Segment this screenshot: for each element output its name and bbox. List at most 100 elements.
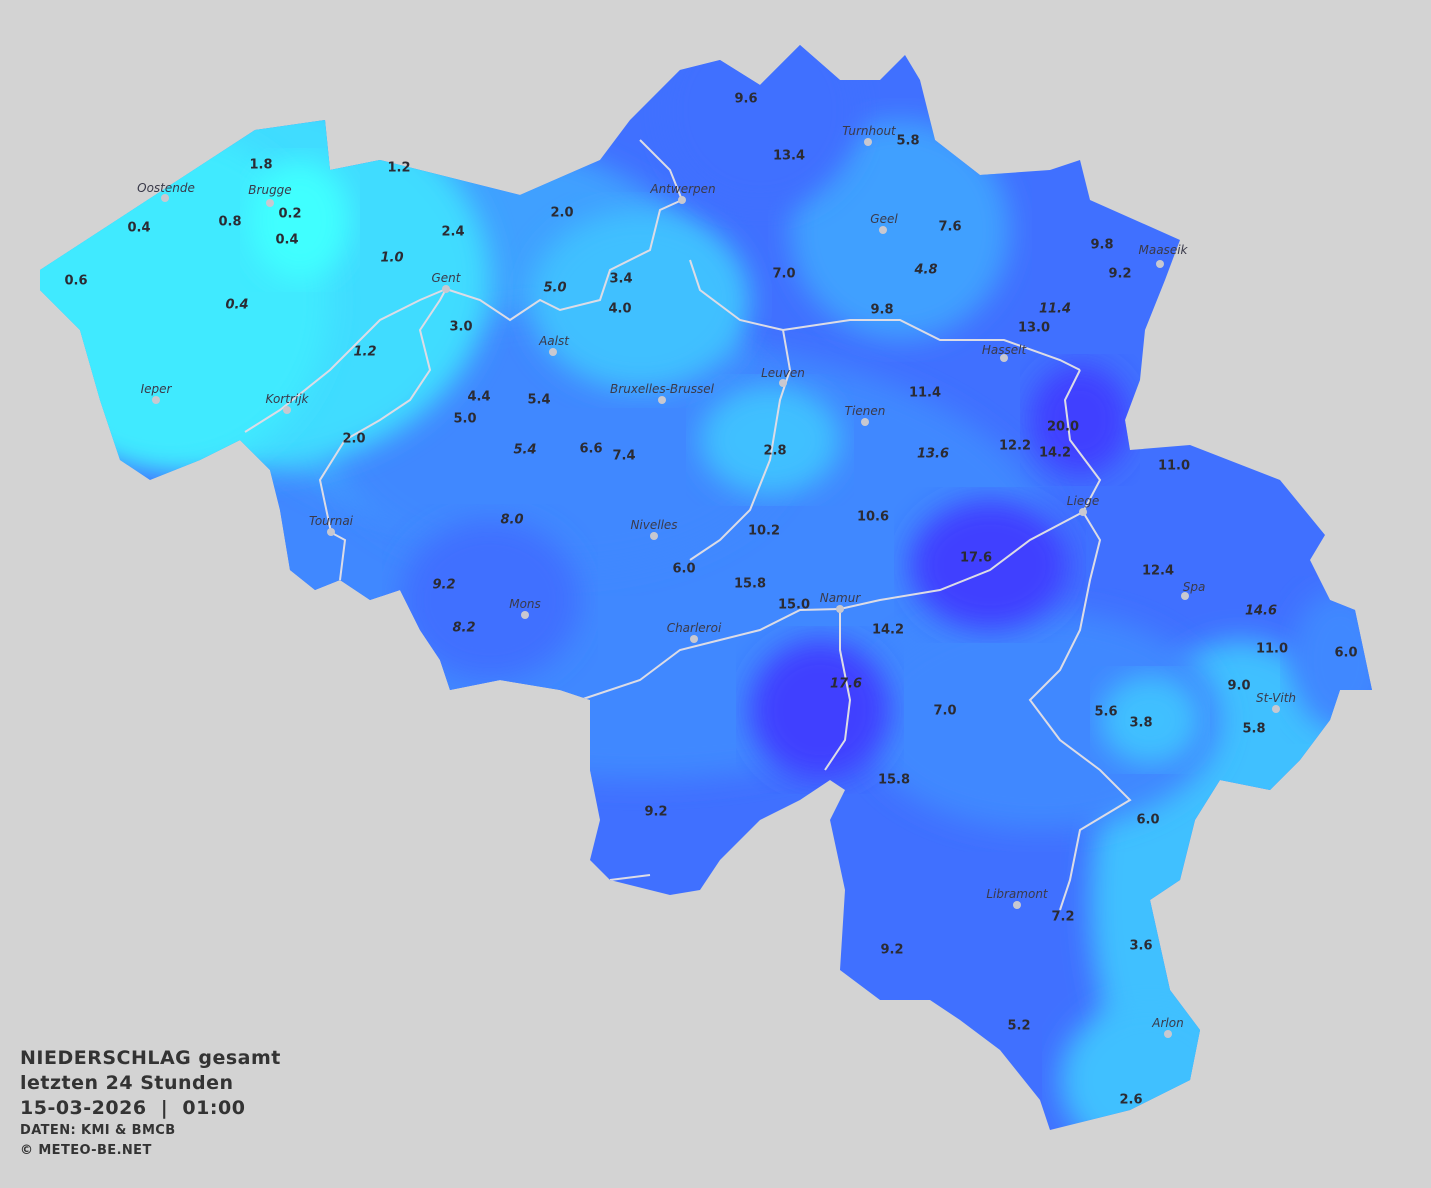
- title-line-2: letzten 24 Stunden: [20, 1072, 234, 1094]
- title-line-1: NIEDERSCHLAG gesamt: [20, 1047, 281, 1069]
- precip-value-label: 5.4: [527, 393, 550, 408]
- datetime: 15-03-2026 | 01:00: [20, 1097, 246, 1119]
- city-label: Geel: [870, 212, 898, 226]
- city-label: Mons: [509, 597, 541, 611]
- city-label: Arlon: [1151, 1016, 1183, 1030]
- precip-value-label: 9.0: [1227, 679, 1250, 694]
- city-label: Aalst: [538, 334, 570, 348]
- precip-value-label: 5.0: [543, 281, 566, 296]
- city-label: Maaseik: [1139, 243, 1189, 257]
- city-dot: [864, 138, 872, 146]
- precip-zone: [790, 120, 1010, 340]
- city-dot: [152, 396, 160, 404]
- city-dot: [658, 396, 666, 404]
- precip-value-label: 2.6: [1119, 1093, 1142, 1108]
- precip-value-label: 9.6: [734, 92, 757, 107]
- city-dot: [690, 635, 698, 643]
- precip-zone: [660, 45, 860, 210]
- river-line: [579, 369, 1102, 701]
- precip-value-label: 6.0: [672, 562, 695, 577]
- city-label: Brugge: [248, 183, 291, 197]
- city-dot: [1156, 260, 1164, 268]
- city-dot: [283, 406, 291, 414]
- city-dot: [1079, 508, 1087, 516]
- city-dot: [650, 532, 658, 540]
- precip-value-label: 9.2: [644, 805, 667, 820]
- precip-value-label: 10.6: [857, 510, 889, 525]
- precip-value-label: 7.0: [772, 267, 795, 282]
- city-label: Bruxelles-Brussel: [610, 382, 715, 396]
- precip-value-label: 0.4: [275, 233, 298, 248]
- precip-value-label: 5.0: [453, 412, 476, 427]
- city-label: Nivelles: [630, 518, 677, 532]
- precip-value-label: 2.0: [342, 432, 365, 447]
- city-label: Liege: [1067, 494, 1099, 508]
- city-label: Tienen: [845, 404, 886, 418]
- city-label: Turnhout: [842, 124, 897, 138]
- precip-value-label: 7.0: [933, 704, 956, 719]
- city-label: Ieper: [141, 382, 173, 396]
- precip-zone: [1100, 675, 1200, 765]
- city-label: Namur: [820, 591, 862, 605]
- precip-zone: [400, 520, 580, 680]
- precip-value-label: 5.2: [1007, 1019, 1030, 1034]
- precip-value-label: 13.4: [773, 149, 805, 164]
- precip-value-label: 14.2: [872, 623, 904, 638]
- precip-value-label: 2.0: [550, 206, 573, 221]
- precip-value-label: 5.8: [896, 134, 919, 149]
- city-dot: [1181, 592, 1189, 600]
- precip-zone: [910, 500, 1070, 630]
- city-dot: [266, 199, 274, 207]
- precip-value-label: 11.4: [1039, 302, 1071, 317]
- city-dot: [1000, 354, 1008, 362]
- city-label: Spa: [1183, 580, 1206, 594]
- precip-zone: [860, 610, 1220, 830]
- precip-zone: [750, 640, 890, 780]
- precip-value-label: 10.2: [748, 524, 780, 539]
- city-label: Charleroi: [667, 621, 722, 635]
- precip-value-label: 0.8: [218, 215, 241, 230]
- city-dot: [521, 611, 529, 619]
- precip-value-label: 0.4: [127, 221, 150, 236]
- data-source: DATEN: KMI & BMCB: [20, 1123, 176, 1138]
- precip-value-label: 17.6: [830, 677, 862, 692]
- precip-value-label: 7.2: [1051, 910, 1074, 925]
- precip-value-label: 1.2: [353, 345, 376, 360]
- precip-value-label: 2.8: [763, 444, 786, 459]
- precip-value-label: 11.4: [909, 386, 941, 401]
- city-label: Kortrijk: [266, 392, 310, 406]
- river-line: [244, 286, 449, 533]
- precip-value-label: 20.0: [1047, 420, 1079, 435]
- rivers: [244, 139, 1132, 911]
- precip-value-label: 6.6: [579, 442, 602, 457]
- precip-value-label: 8.0: [500, 513, 523, 528]
- precip-zone: [1030, 365, 1130, 475]
- city-label: Gent: [432, 271, 462, 285]
- precip-zone: [530, 210, 750, 390]
- city-dot: [1013, 901, 1021, 909]
- precip-value-label: 15.8: [878, 773, 910, 788]
- precip-value-label: 6.0: [1136, 813, 1159, 828]
- precipitation-zones: [40, 45, 1372, 1130]
- precip-value-label: 4.8: [913, 263, 937, 278]
- precip-value-label: 5.6: [1094, 705, 1117, 720]
- city-dot: [161, 194, 169, 202]
- city-label: Antwerpen: [649, 182, 715, 196]
- precip-value-label: 5.8: [1242, 722, 1265, 737]
- precip-value-label: 12.2: [999, 439, 1031, 454]
- precip-value-label: 7.4: [612, 449, 635, 464]
- precip-value-label: 17.6: [960, 551, 992, 566]
- precip-value-label: 2.4: [441, 225, 464, 240]
- city-label: Hasselt: [982, 343, 1028, 357]
- precip-zone: [700, 385, 840, 495]
- city-label: Tournai: [309, 514, 354, 528]
- city-label: Leuven: [761, 366, 805, 380]
- city-dot: [1164, 1030, 1172, 1038]
- copyright: © METEO-BE.NET: [20, 1143, 152, 1158]
- precip-value-label: 9.8: [870, 303, 893, 318]
- precip-value-label: 8.2: [452, 621, 475, 636]
- precip-value-label: 12.4: [1142, 564, 1174, 579]
- precip-value-label: 0.6: [64, 274, 87, 289]
- precip-value-label: 14.6: [1245, 604, 1277, 619]
